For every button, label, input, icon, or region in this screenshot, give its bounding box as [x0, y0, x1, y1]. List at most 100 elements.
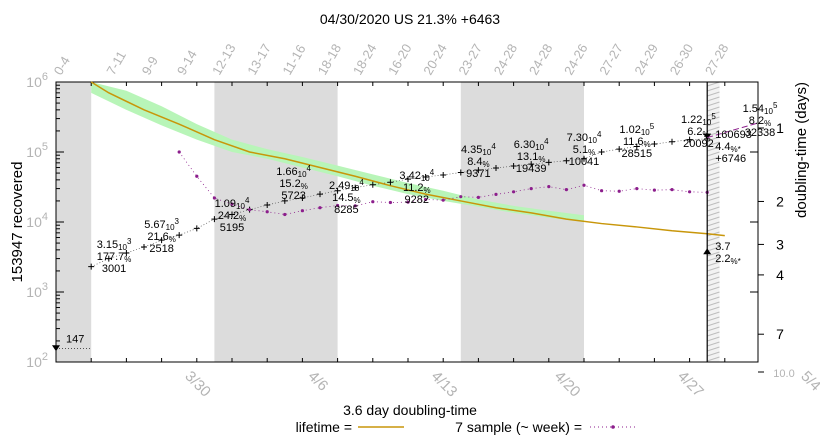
hatch-stroke — [707, 186, 720, 192]
y-tick-label: 106 — [26, 71, 48, 90]
hatch-stroke — [707, 356, 720, 362]
sample-marker — [177, 150, 181, 154]
hatch-stroke — [707, 346, 720, 352]
top-range-label: 27-28 — [702, 41, 732, 77]
recovered-marker — [299, 195, 306, 202]
top-range-label: 0-4 — [51, 54, 73, 78]
recovered-marker — [440, 171, 447, 178]
y2-axis-label: doubling-time (days) — [793, 82, 810, 218]
sample-marker — [494, 192, 498, 196]
recovered-marker — [475, 167, 482, 174]
hatch-stroke — [707, 276, 720, 282]
annotation-line: 11.2% — [403, 182, 431, 195]
recovered-marker — [264, 201, 271, 208]
y2-tick-label: 4 — [776, 267, 784, 283]
top-range-label: 12-13 — [209, 41, 239, 77]
sample-marker — [424, 197, 428, 202]
sample-marker — [459, 195, 463, 199]
sample-marker — [564, 188, 569, 192]
sample-marker — [406, 200, 410, 204]
sample-marker — [670, 188, 674, 192]
sample-marker — [388, 200, 392, 205]
sample-marker — [230, 202, 234, 206]
annotation-line: 24.2% — [218, 210, 247, 223]
hatch-stroke — [707, 241, 720, 247]
annotation-line: 19439 — [516, 163, 547, 175]
sample-marker — [336, 203, 340, 208]
hatched-band — [707, 81, 720, 362]
lifetime-line — [90, 81, 725, 237]
top-range-label: 11-16 — [279, 42, 308, 77]
recovered-marker — [493, 165, 499, 172]
hatch-stroke — [707, 281, 720, 287]
top-range-label: 20-24 — [420, 41, 450, 77]
recovered-marker — [317, 191, 323, 198]
recovered-marker — [211, 216, 218, 223]
annotation-line: 5.67103 — [144, 217, 179, 232]
recovered-marker — [334, 187, 341, 194]
recovered-marker — [545, 159, 552, 166]
hatch-stroke — [707, 121, 720, 127]
y2-tick-label: 1 — [776, 120, 784, 136]
hatch-stroke — [707, 126, 720, 132]
hatch-stroke — [707, 286, 720, 292]
recovered-marker — [229, 211, 235, 218]
sample-marker — [582, 183, 586, 187]
x-tick-label: 3/30 — [181, 368, 214, 401]
recovered-marker — [581, 155, 587, 162]
sample-marker — [529, 187, 533, 191]
recovered-marker — [281, 197, 288, 204]
annotation-line: 8285 — [334, 204, 358, 216]
recovered-marker — [369, 181, 376, 188]
recovered-marker — [158, 237, 165, 244]
recovered-marker — [405, 176, 411, 183]
top-range-label: 23-27 — [455, 41, 485, 77]
recovered-line — [91, 138, 708, 267]
hatch-stroke — [707, 326, 720, 332]
annotation-marker — [703, 248, 712, 255]
legend-lifetime-label: lifetime = — [296, 419, 352, 435]
annotation-line: 5195 — [220, 222, 244, 234]
top-range-labels: 0-4 7-11 9-9 9-14 12-13 13-17 11-16 18-18 18-24 1… — [51, 41, 732, 77]
sample-marker — [511, 190, 516, 194]
recovered-marker — [633, 143, 640, 150]
hatch-stroke — [707, 101, 720, 107]
top-range-label: 7-11 — [103, 48, 129, 77]
hatch-stroke — [707, 191, 720, 197]
sample-marker — [265, 210, 269, 214]
annotation-line: 2.2%* — [715, 253, 741, 266]
hatch-stroke — [707, 311, 720, 317]
sample-marker — [283, 212, 287, 217]
hatch-stroke — [707, 171, 720, 177]
annotation-line: 5.1% — [573, 144, 595, 157]
hatch-stroke — [707, 141, 720, 147]
recovered-marker — [598, 149, 605, 155]
annotation-line: 9282 — [405, 194, 429, 206]
top-range-label: 24-29 — [631, 41, 661, 77]
legend-heading: 3.6 day doubling-time — [343, 402, 477, 418]
hatch-stroke — [707, 301, 720, 307]
annotation-line: 14.5% — [332, 192, 361, 205]
recovered-marker — [510, 163, 517, 170]
y2-tick-label: 3 — [776, 236, 784, 252]
recovered-marker — [105, 255, 112, 262]
top-range-label: 18-18 — [315, 41, 345, 77]
hatch-stroke — [707, 86, 720, 92]
hatch-stroke — [707, 321, 720, 327]
top-range-label: 24-28 — [491, 41, 521, 77]
top-range-label: 13-17 — [244, 41, 274, 77]
x-tick-labels: 3/30 4/6 4/13 4/20 4/27 5/4 — [181, 368, 820, 401]
hatch-stroke — [707, 236, 720, 242]
annotation-line: 2.49104 — [329, 178, 364, 193]
y-tick-label: 103 — [26, 281, 48, 300]
top-range-label: 9-9 — [139, 54, 161, 78]
sample-marker — [652, 188, 657, 192]
sample-marker — [300, 209, 304, 213]
hatch-stroke — [707, 196, 720, 202]
recovered-marker — [123, 250, 130, 257]
sample-marker — [600, 189, 604, 193]
recovered-marker — [651, 141, 658, 148]
sample-marker — [318, 206, 322, 210]
x-tick-label: 4/27 — [674, 368, 707, 401]
